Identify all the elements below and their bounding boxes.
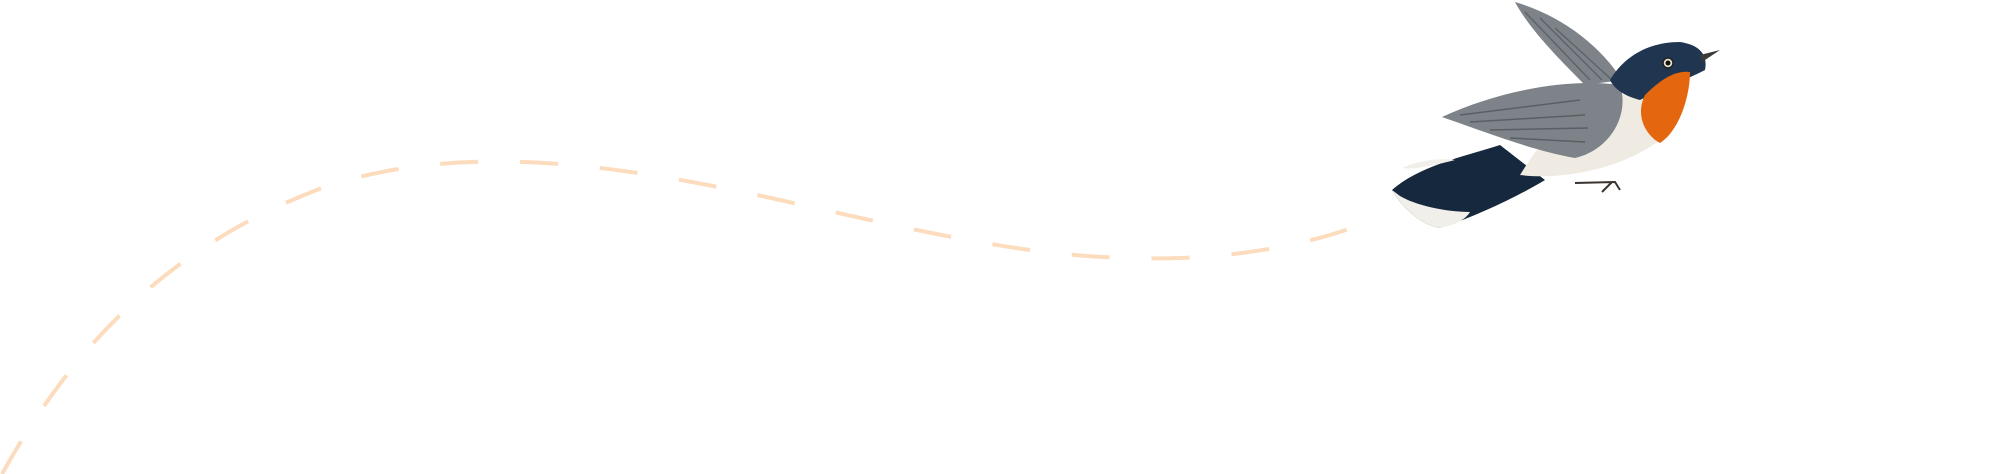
bird-beak [1700, 50, 1720, 62]
bird-tail-white-tips [1392, 190, 1470, 228]
bird-feet [1574, 180, 1621, 193]
bird-upper-wing [1515, 2, 1622, 85]
bird-illustration [1392, 2, 1720, 228]
dashed-flight-path [0, 159, 1361, 474]
bird-throat [1640, 71, 1690, 143]
bird-head [1610, 42, 1706, 100]
bird-lower-wing [1442, 83, 1623, 158]
